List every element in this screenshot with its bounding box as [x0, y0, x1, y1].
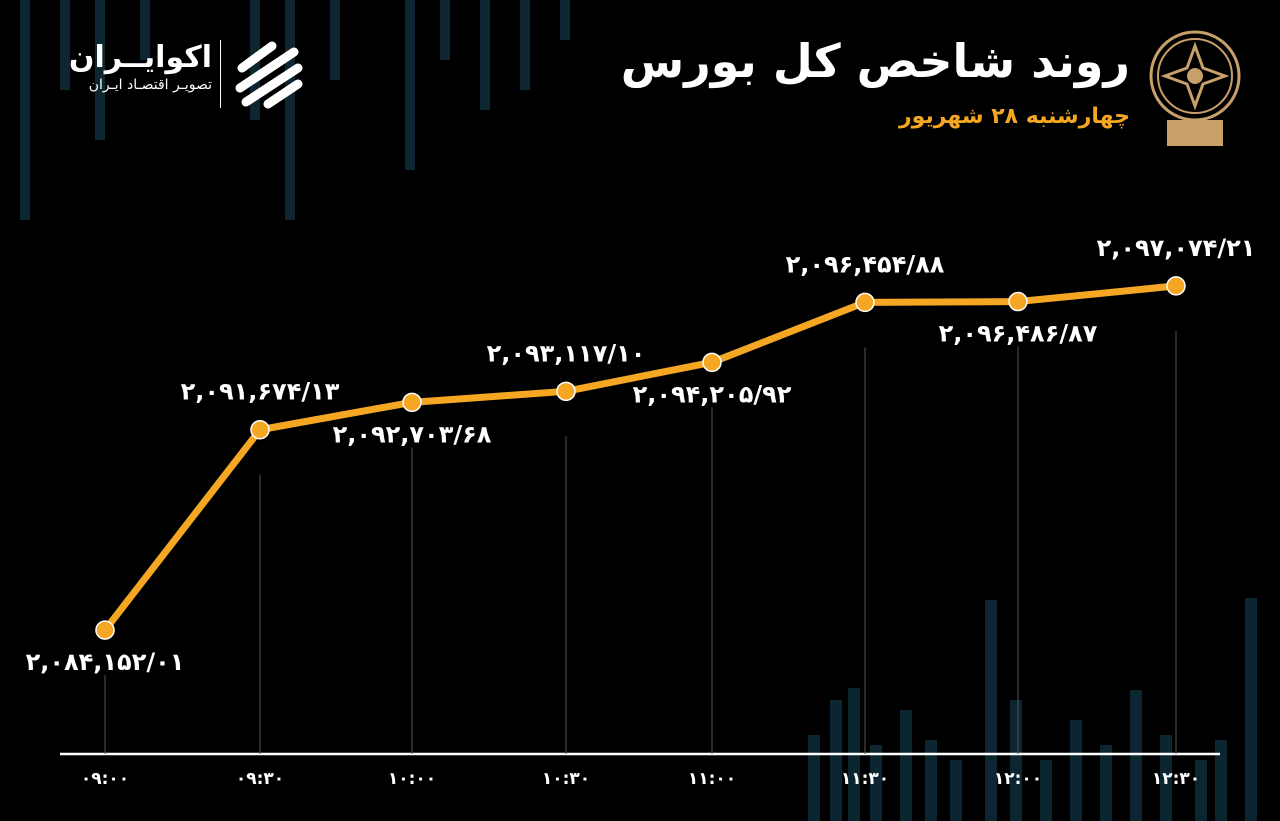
data-label: ۲,۰۹۷,۰۷۴/۲۱ — [1097, 234, 1256, 262]
data-point — [250, 419, 270, 440]
decor-bar — [405, 0, 415, 170]
x-tick-label: ۱۲:۳۰ — [1152, 769, 1200, 789]
decor-bar — [1070, 720, 1082, 821]
decor-bar — [520, 0, 530, 90]
decor-bar — [60, 0, 70, 90]
x-tick-label: ۱۰:۳۰ — [542, 769, 590, 789]
decor-bar — [808, 735, 820, 821]
decor-bar — [925, 740, 937, 821]
data-label: ۲,۰۹۶,۴۸۶/۸۷ — [939, 320, 1098, 348]
x-tick-label: ۰۹:۳۰ — [236, 769, 284, 789]
decor-bar — [330, 0, 340, 80]
decor-bar — [20, 0, 30, 220]
decor-bar — [985, 600, 997, 821]
decor-bar — [1100, 745, 1112, 821]
series-line — [101, 282, 1180, 634]
decor-bar — [950, 760, 962, 821]
data-point — [702, 352, 722, 373]
data-point — [556, 381, 576, 402]
x-tick-label: ۰۹:۰۰ — [81, 769, 129, 789]
data-label: ۲,۰۹۲,۷۰۳/۶۸ — [333, 420, 492, 448]
x-tick-label: ۱۱:۰۰ — [688, 769, 736, 789]
data-point — [855, 292, 875, 313]
decor-bar — [1215, 740, 1227, 821]
data-label: ۲,۰۹۶,۴۵۴/۸۸ — [786, 250, 945, 278]
decor-bar — [1245, 598, 1257, 821]
brand-name: اکوایــران — [68, 40, 212, 75]
decor-bar — [285, 0, 295, 220]
tse-logo-icon — [1149, 30, 1241, 146]
data-label: ۲,۰۹۱,۶۷۴/۱۳ — [181, 378, 340, 406]
decor-bar — [480, 0, 490, 110]
decor-bar — [95, 0, 105, 140]
brand-tagline: تصویـر اقتصـاد ایـران — [88, 77, 212, 93]
decor-bar — [140, 0, 150, 60]
decor-bar — [1040, 760, 1052, 821]
ecoiran-logo-icon — [235, 41, 303, 109]
decor-bar — [870, 745, 882, 821]
data-label: ۲,۰۹۳,۱۱۷/۱۰ — [487, 339, 646, 367]
data-point — [1008, 291, 1028, 312]
decor-bar — [560, 0, 570, 40]
page-title: روند شاخص کل بورس — [620, 34, 1130, 88]
decor-bar — [900, 710, 912, 821]
x-tick-label: ۱۱:۳۰ — [841, 769, 889, 789]
decor-bar — [1010, 700, 1022, 821]
date-subtitle: چهارشنبه ۲۸ شهریور — [899, 104, 1130, 129]
data-label: ۲,۰۹۴,۲۰۵/۹۲ — [633, 380, 792, 408]
decor-bar — [1160, 735, 1172, 821]
brand-divider — [220, 40, 221, 108]
decor-bar — [830, 700, 842, 821]
data-point — [402, 392, 422, 413]
x-tick-label: ۱۰:۰۰ — [388, 769, 436, 789]
data-point — [1166, 276, 1186, 296]
decor-bar — [440, 0, 450, 60]
brand-logo: اکوایــران تصویـر اقتصـاد ایـران — [52, 40, 212, 93]
x-tick-label: ۱۲:۰۰ — [994, 769, 1042, 789]
data-label: ۲,۰۸۴,۱۵۲/۰۱ — [26, 648, 185, 676]
decor-bar — [1130, 690, 1142, 821]
data-point — [95, 620, 115, 640]
decor-bar — [1195, 760, 1207, 821]
